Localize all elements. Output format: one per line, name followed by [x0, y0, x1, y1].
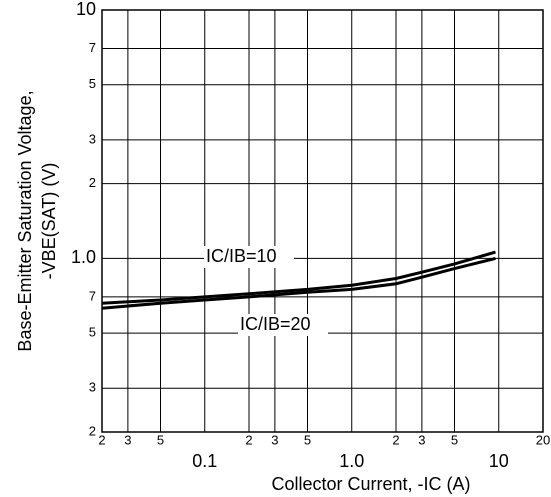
y-tick-label: 5 — [89, 325, 96, 340]
y-tick-label: 1.0 — [71, 247, 96, 267]
y-axis-label: Base-Emitter Saturation Voltage, — [15, 90, 35, 351]
x-tick-label: 5 — [304, 432, 311, 447]
series-line — [101, 256, 496, 310]
x-tick-label: 2 — [245, 432, 252, 447]
x-tick-label: 3 — [418, 432, 425, 447]
plot-frame — [101, 9, 544, 433]
x-tick-label: 1.0 — [339, 451, 364, 471]
y-tick-label: 5 — [89, 76, 96, 91]
x-tick-label: 3 — [271, 432, 278, 447]
series-line — [101, 250, 496, 305]
y-tick-label: 10 — [76, 0, 96, 19]
y-axis-label: -VBE(SAT) (V) — [39, 163, 59, 280]
y-tick-label: 3 — [89, 380, 96, 395]
y-tick-label: 2 — [89, 175, 96, 190]
x-tick-label: 20 — [536, 432, 550, 447]
x-tick-label: 0.1 — [192, 451, 217, 471]
label-bg — [204, 246, 294, 268]
y-tick-label: 7 — [89, 40, 96, 55]
x-tick-label: 3 — [124, 432, 131, 447]
x-tick-label: 10 — [489, 451, 509, 471]
x-tick-label: 2 — [98, 432, 105, 447]
y-tick-label: 7 — [89, 288, 96, 303]
x-axis-label: Collector Current, -IC (A) — [271, 474, 470, 494]
label-bg — [238, 314, 328, 336]
x-tick-label: 2 — [392, 432, 399, 447]
y-tick-label: 2 — [89, 423, 96, 438]
series-label: IC/IB=10 — [206, 246, 277, 266]
x-tick-label: 5 — [451, 432, 458, 447]
series-label: IC/IB=20 — [240, 314, 311, 334]
x-tick-label: 5 — [157, 432, 164, 447]
y-tick-label: 3 — [89, 131, 96, 146]
